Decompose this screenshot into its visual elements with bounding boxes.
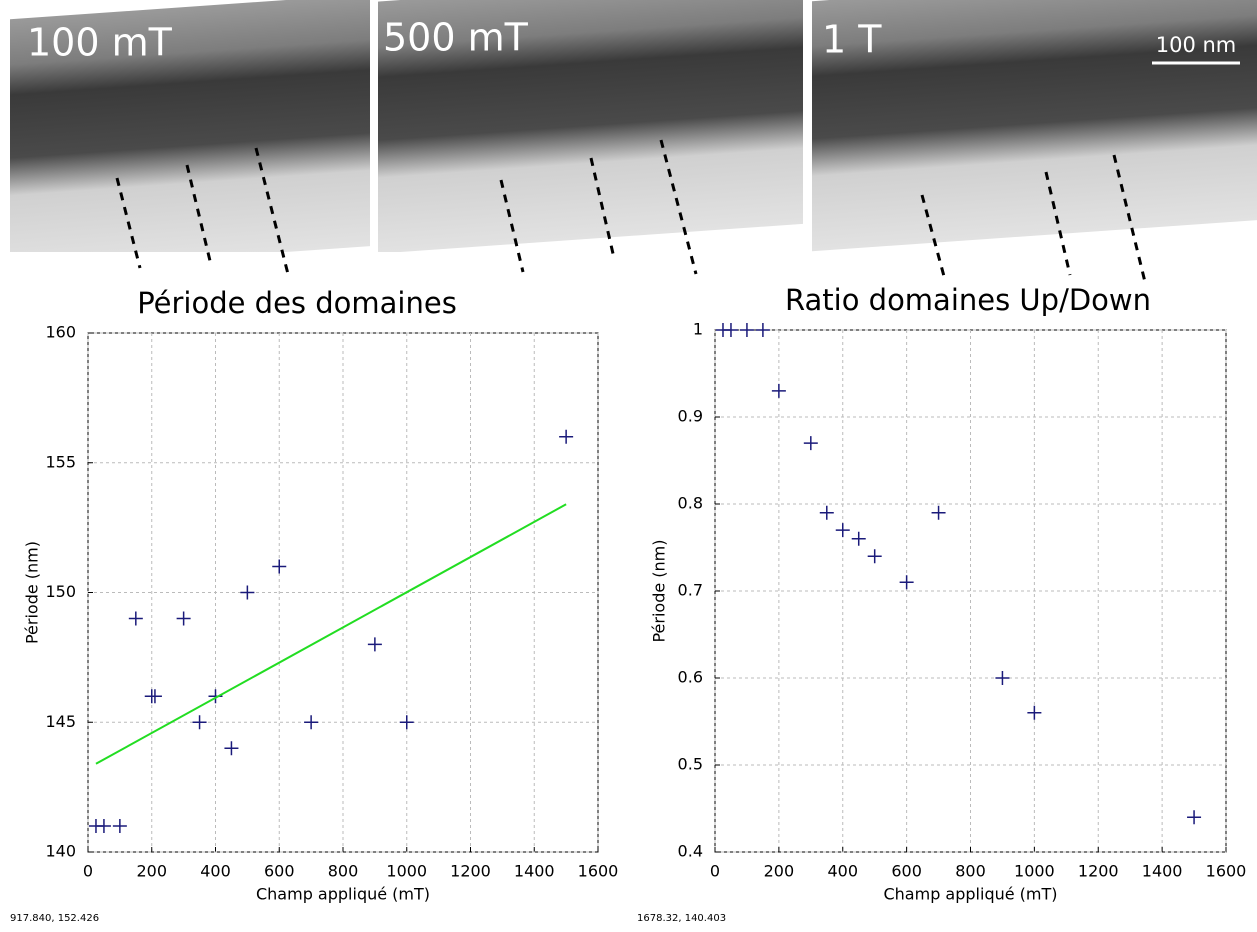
- y-tick-label: 0.5: [678, 755, 703, 774]
- point: [723, 323, 738, 337]
- x-tick-label: 800: [328, 862, 359, 881]
- point: [851, 531, 866, 546]
- point: [995, 671, 1010, 685]
- point: [755, 323, 770, 337]
- x-tick-label: 1400: [1142, 862, 1183, 881]
- point: [1187, 810, 1202, 825]
- y-tick-label: 0.8: [678, 494, 703, 513]
- y-tick-label: 1: [693, 320, 703, 339]
- domain-walls: [115, 139, 1147, 283]
- x-tick-label: 1200: [450, 862, 491, 881]
- point: [867, 549, 882, 564]
- point: [1027, 705, 1042, 720]
- point: [559, 429, 574, 444]
- x-tick-label: 400: [200, 862, 231, 881]
- point: [739, 323, 754, 337]
- x-axis-label: Champ appliqué (mT): [256, 885, 430, 904]
- point: [819, 505, 834, 520]
- point: [176, 611, 191, 626]
- y-tick-label: 155: [45, 452, 76, 471]
- tem-image: [378, 0, 803, 254]
- x-tick-label: 1400: [514, 862, 555, 881]
- point: [224, 741, 239, 756]
- point: [803, 436, 818, 451]
- point: [304, 715, 319, 730]
- point: [128, 611, 143, 626]
- y-tick-label: 160: [45, 323, 76, 342]
- tem-image: [812, 0, 1257, 252]
- point: [112, 819, 127, 834]
- point: [399, 715, 414, 730]
- point: [147, 689, 162, 704]
- y-tick-label: 140: [45, 842, 76, 861]
- y-axis-label: Période (nm): [23, 541, 42, 644]
- x-tick-label: 1000: [386, 862, 427, 881]
- tem-image: [10, 0, 370, 272]
- point: [835, 523, 850, 538]
- y-tick-label: 0.7: [678, 581, 703, 600]
- tem-images: 100 mT 500 mT 1 T 100 nm: [0, 0, 1257, 283]
- x-tick-label: 600: [891, 862, 922, 881]
- scale-bar-label: 100 nm: [1156, 33, 1237, 57]
- x-tick-label: 1600: [1206, 862, 1247, 881]
- y-tick-label: 145: [45, 712, 76, 731]
- x-tick-label: 0: [83, 862, 93, 881]
- x-tick-label: 200: [136, 862, 167, 881]
- point: [899, 575, 914, 590]
- fit-line: [95, 503, 567, 765]
- y-tick-label: 150: [45, 582, 76, 601]
- chart-title: Ratio domaines Up/Down: [785, 283, 1151, 317]
- x-tick-label: 1200: [1078, 862, 1119, 881]
- coordinates: 1678.32, 140.403: [637, 913, 726, 924]
- point: [96, 819, 111, 834]
- y-tick-label: 0.6: [678, 668, 703, 687]
- y-axis-label: Période (nm): [650, 539, 669, 642]
- x-tick-label: 600: [264, 862, 295, 881]
- point: [367, 637, 382, 652]
- x-tick-label: 0: [710, 862, 720, 881]
- x-tick-label: 1600: [578, 862, 619, 881]
- panel-label: 100 mT: [27, 21, 173, 65]
- point: [771, 383, 786, 398]
- x-tick-label: 200: [764, 862, 795, 881]
- coordinates: 917.840, 152.426: [10, 913, 99, 924]
- x-tick-label: 1000: [1014, 862, 1055, 881]
- x-tick-label: 800: [955, 862, 986, 881]
- panel-label: 1 T: [822, 18, 882, 62]
- point: [931, 505, 946, 520]
- point: [240, 585, 255, 600]
- chart-title: Période des domaines: [137, 286, 457, 320]
- x-tick-label: 400: [827, 862, 858, 881]
- y-tick-label: 0.4: [678, 842, 703, 861]
- panel-label: 500 mT: [383, 16, 529, 60]
- point: [192, 715, 207, 730]
- y-tick-label: 0.9: [678, 407, 703, 426]
- x-axis-label: Champ appliqué (mT): [883, 885, 1057, 904]
- point: [272, 559, 287, 574]
